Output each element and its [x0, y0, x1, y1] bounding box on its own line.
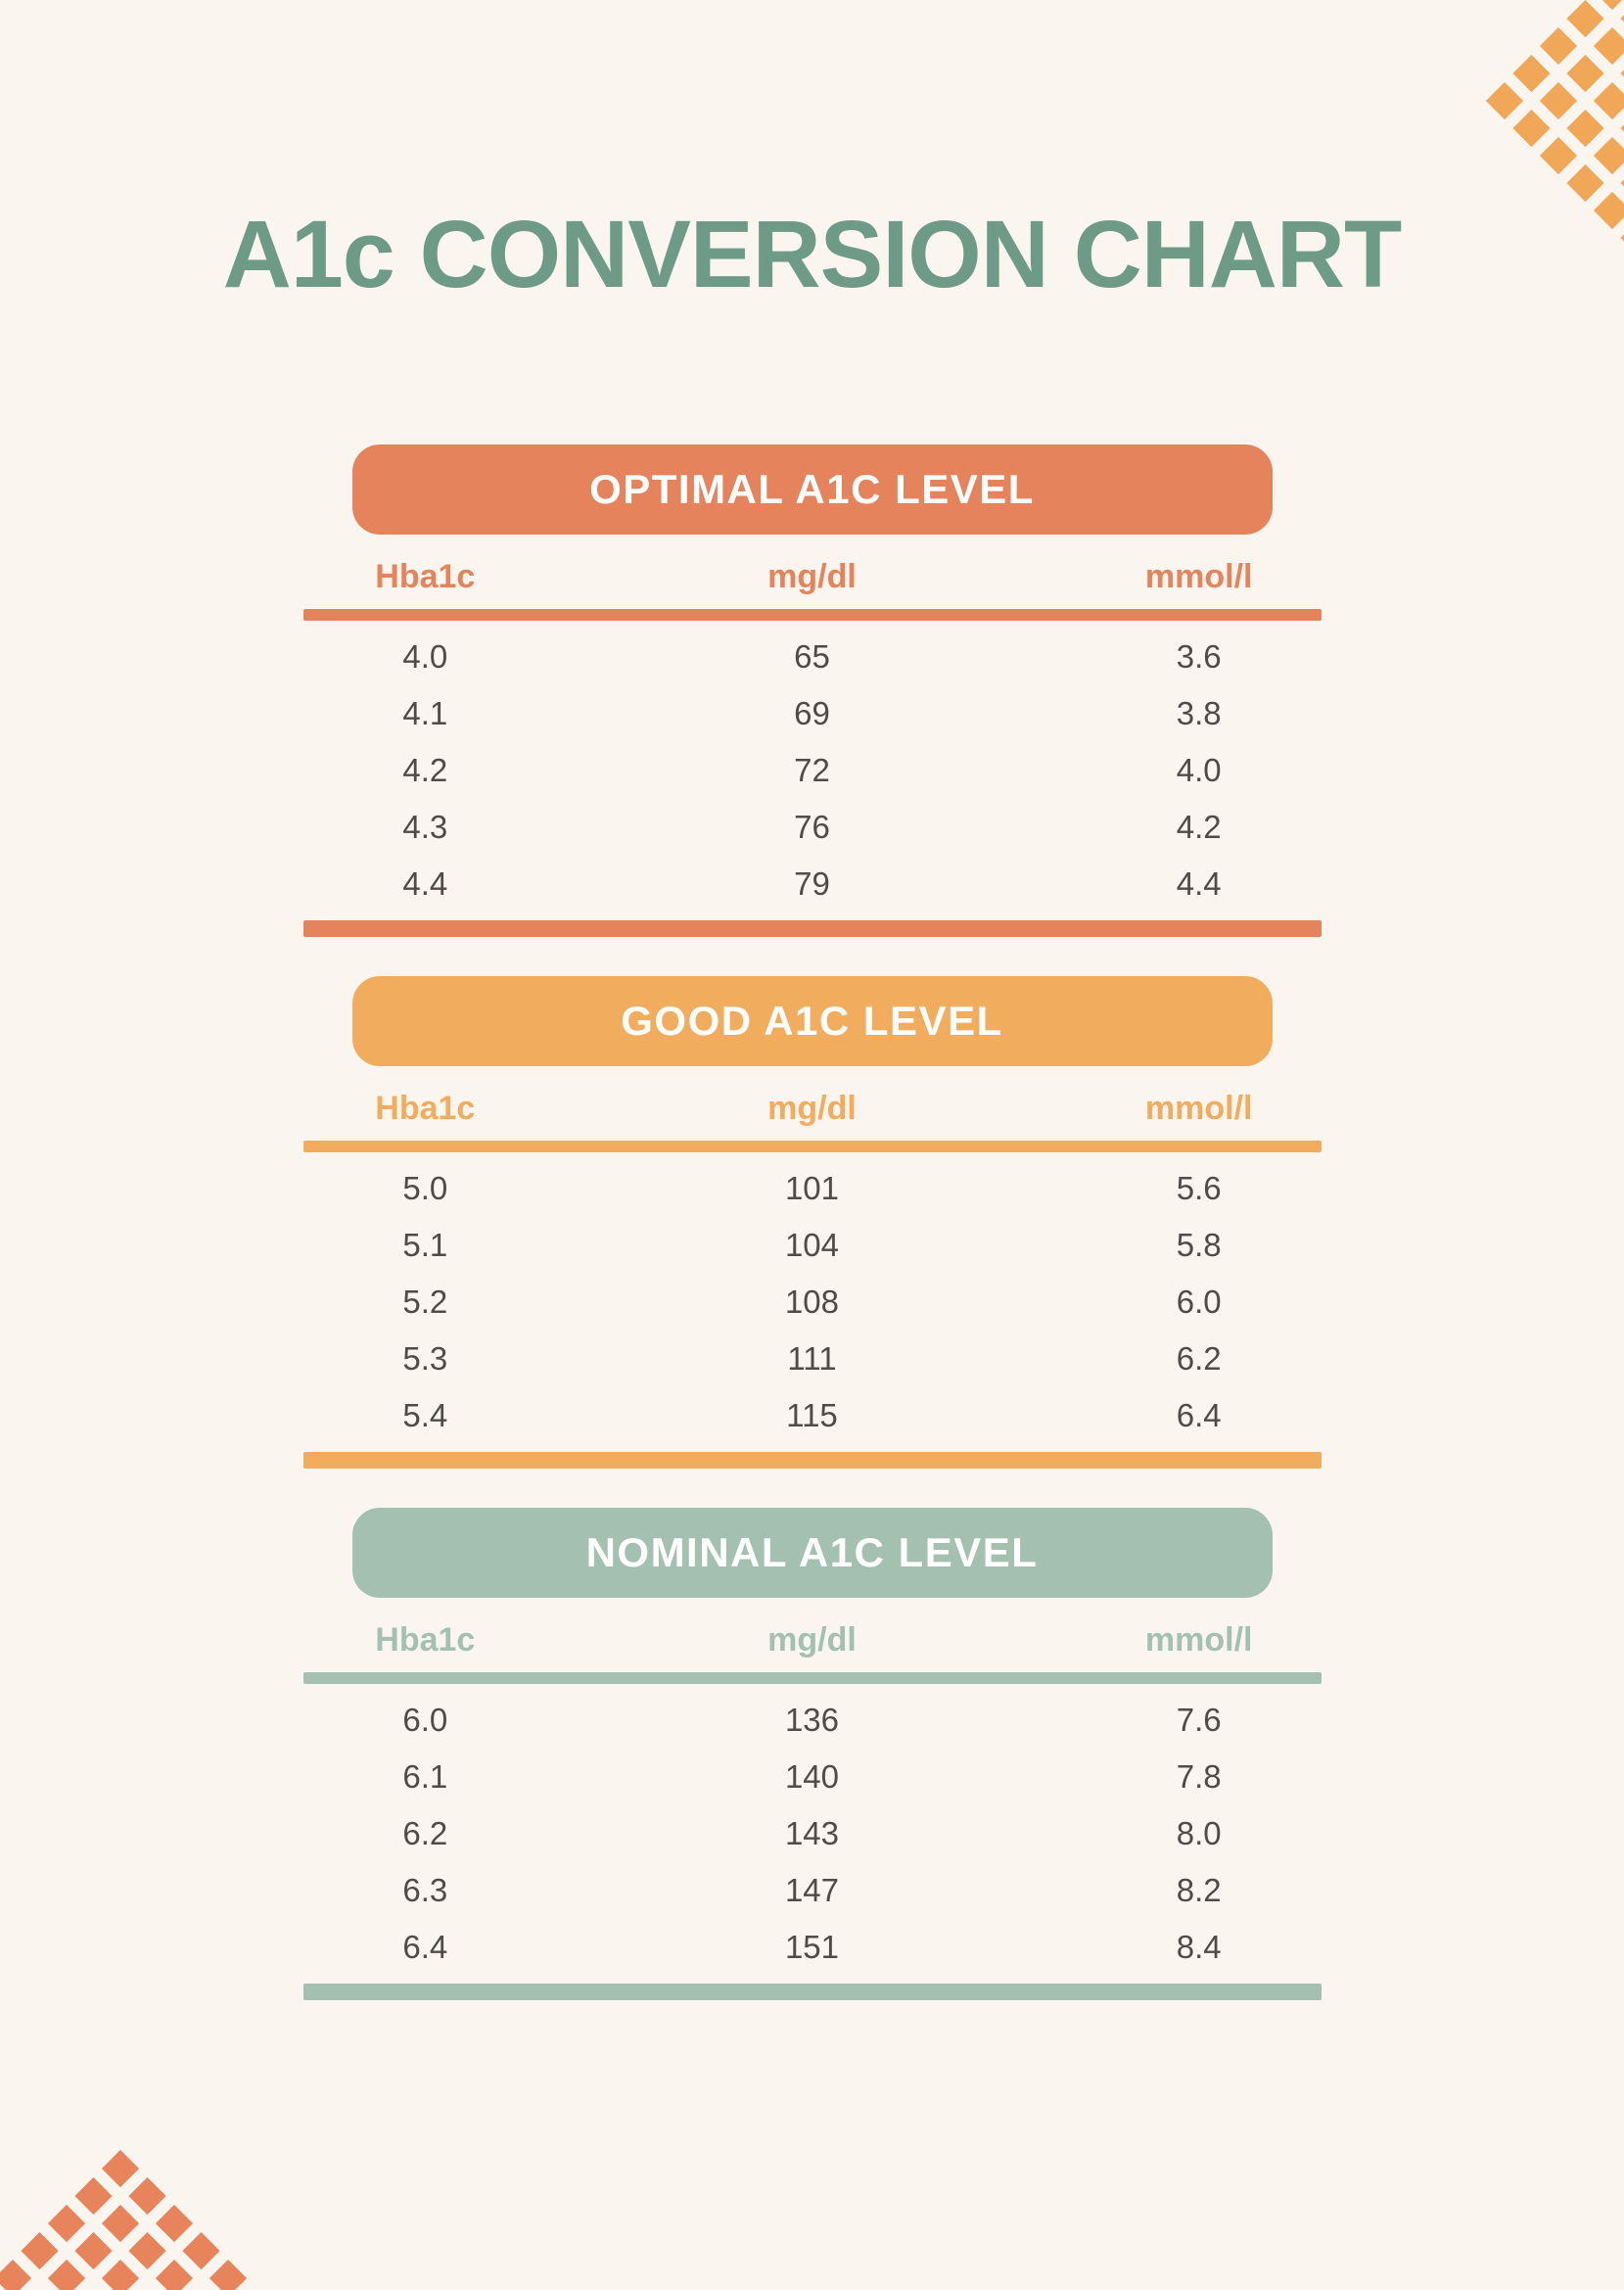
conversion-table: 5.0 101 5.6 5.1 104 5.8 5.2 108 6.0 5.3 …	[303, 1160, 1322, 1444]
column-header-hba1c: Hba1c	[375, 1620, 476, 1659]
mgdl-value: 79	[794, 865, 830, 902]
mmoll-value: 5.8	[1176, 1226, 1222, 1263]
mgdl-value: 115	[786, 1396, 838, 1433]
hba1c-value: 6.4	[402, 1928, 448, 1965]
conversion-table: 6.0 136 7.6 6.1 140 7.8 6.2 143 8.0 6.3 …	[303, 1692, 1322, 1976]
table-row: 4.0 65 3.6	[303, 629, 1322, 685]
hba1c-value: 6.1	[402, 1757, 448, 1795]
section-good: GOOD A1C LEVEL Hba1c mg/dl mmol/l 5.0 10…	[302, 975, 1322, 1469]
table-row: 4.3 76 4.2	[303, 799, 1322, 856]
mmoll-value: 3.8	[1176, 694, 1222, 731]
mgdl-value: 111	[787, 1339, 837, 1377]
table-row: 5.1 104 5.8	[303, 1217, 1322, 1274]
divider-top	[302, 1671, 1322, 1684]
mmoll-value: 4.2	[1176, 808, 1222, 845]
diamond-pattern-bottom-left	[0, 2149, 248, 2290]
column-header-hba1c: Hba1c	[375, 1089, 476, 1127]
section-header-nominal: NOMINAL A1C LEVEL	[351, 1507, 1273, 1598]
mmoll-value: 6.0	[1176, 1283, 1222, 1320]
table-row: 5.4 115 6.4	[303, 1387, 1322, 1444]
conversion-table: 4.0 65 3.6 4.1 69 3.8 4.2 72 4.0 4.3 76	[303, 629, 1322, 912]
section-header-good: GOOD A1C LEVEL	[351, 975, 1273, 1066]
section-optimal: OPTIMAL A1C LEVEL Hba1c mg/dl mmol/l 4.0…	[302, 444, 1322, 937]
hba1c-value: 5.0	[402, 1169, 448, 1206]
mgdl-value: 136	[784, 1701, 840, 1738]
table-row: 6.4 151 8.4	[303, 1919, 1322, 1976]
hba1c-value: 4.4	[402, 865, 448, 902]
divider-top	[302, 608, 1322, 621]
mmoll-value: 8.2	[1176, 1871, 1222, 1908]
divider-bottom	[302, 919, 1322, 937]
mgdl-value: 65	[794, 637, 830, 675]
section-title: OPTIMAL A1C LEVEL	[589, 465, 1035, 512]
hba1c-value: 4.0	[402, 637, 448, 675]
section-nominal: NOMINAL A1C LEVEL Hba1c mg/dl mmol/l 6.0…	[302, 1507, 1322, 2000]
hba1c-value: 5.4	[402, 1396, 448, 1433]
column-headers: Hba1c mg/dl mmol/l	[303, 1617, 1322, 1662]
column-header-mgdl: mg/dl	[767, 1089, 857, 1127]
table-row: 5.2 108 6.0	[303, 1274, 1322, 1331]
mmoll-value: 3.6	[1176, 637, 1222, 675]
mgdl-value: 72	[794, 751, 830, 788]
table-row: 5.3 111 6.2	[303, 1331, 1322, 1387]
hba1c-value: 5.1	[402, 1226, 448, 1263]
mgdl-value: 108	[784, 1283, 840, 1320]
hba1c-value: 4.1	[402, 694, 448, 731]
column-header-mgdl: mg/dl	[767, 1620, 857, 1659]
table-row: 5.0 101 5.6	[303, 1160, 1322, 1217]
column-header-mmoll: mmol/l	[1144, 557, 1253, 595]
mgdl-value: 140	[784, 1757, 840, 1795]
column-header-mgdl: mg/dl	[767, 557, 857, 595]
mmoll-value: 7.6	[1176, 1701, 1222, 1738]
column-headers: Hba1c mg/dl mmol/l	[303, 1086, 1322, 1131]
mgdl-value: 69	[794, 694, 830, 731]
table-row: 6.2 143 8.0	[303, 1805, 1322, 1862]
mgdl-value: 147	[784, 1871, 840, 1908]
hba1c-value: 6.2	[402, 1814, 448, 1851]
column-header-mmoll: mmol/l	[1144, 1620, 1253, 1659]
table-row: 6.0 136 7.6	[303, 1692, 1322, 1749]
mmoll-value: 4.4	[1176, 865, 1222, 902]
hba1c-value: 5.2	[402, 1283, 448, 1320]
hba1c-value: 6.3	[402, 1871, 448, 1908]
mgdl-value: 151	[784, 1928, 840, 1965]
mgdl-value: 143	[784, 1814, 840, 1851]
section-header-optimal: OPTIMAL A1C LEVEL	[351, 444, 1273, 535]
table-row: 6.1 140 7.8	[303, 1749, 1322, 1805]
mmoll-value: 6.2	[1176, 1339, 1222, 1377]
mgdl-value: 101	[784, 1169, 840, 1206]
divider-bottom	[302, 1451, 1322, 1469]
mmoll-value: 7.8	[1176, 1757, 1222, 1795]
hba1c-value: 5.3	[402, 1339, 448, 1377]
mmoll-value: 6.4	[1176, 1396, 1222, 1433]
content-column: OPTIMAL A1C LEVEL Hba1c mg/dl mmol/l 4.0…	[302, 444, 1322, 2000]
section-title: GOOD A1C LEVEL	[621, 997, 1003, 1044]
column-headers: Hba1c mg/dl mmol/l	[303, 554, 1322, 599]
section-title: NOMINAL A1C LEVEL	[585, 1528, 1039, 1575]
mgdl-value: 76	[794, 808, 830, 845]
table-row: 6.3 147 8.2	[303, 1862, 1322, 1919]
table-row: 4.4 79 4.4	[303, 856, 1322, 912]
mmoll-value: 4.0	[1176, 751, 1222, 788]
mmoll-value: 8.0	[1176, 1814, 1222, 1851]
divider-bottom	[302, 1983, 1322, 2000]
mgdl-value: 104	[784, 1226, 840, 1263]
divider-top	[302, 1140, 1322, 1152]
column-header-hba1c: Hba1c	[375, 557, 476, 595]
table-row: 4.1 69 3.8	[303, 685, 1322, 742]
column-header-mmoll: mmol/l	[1144, 1089, 1253, 1127]
hba1c-value: 6.0	[402, 1701, 448, 1738]
hba1c-value: 4.3	[402, 808, 448, 845]
hba1c-value: 4.2	[402, 751, 448, 788]
mmoll-value: 5.6	[1176, 1169, 1222, 1206]
page-title: A1c CONVERSION CHART	[222, 201, 1402, 307]
table-row: 4.2 72 4.0	[303, 742, 1322, 799]
mmoll-value: 8.4	[1176, 1928, 1222, 1965]
